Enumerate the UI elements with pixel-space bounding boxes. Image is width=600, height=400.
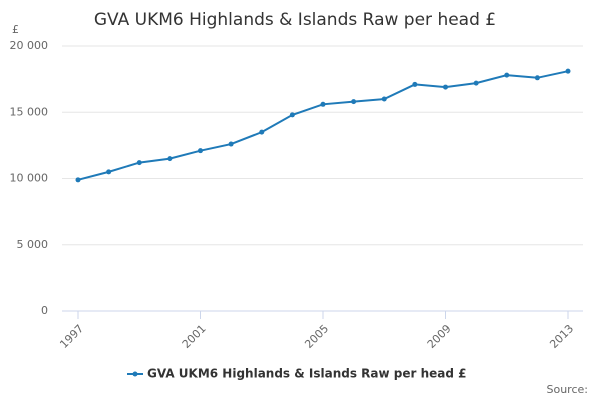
marker xyxy=(75,177,81,183)
marker xyxy=(381,96,387,102)
y-tick-label: 20 000 xyxy=(10,39,49,52)
marker xyxy=(412,81,418,87)
x-tick-label: 2009 xyxy=(425,322,454,351)
source: Source: xyxy=(547,383,589,396)
legend-marker xyxy=(132,371,138,377)
marker xyxy=(504,72,510,78)
y-unit: £ xyxy=(12,23,19,36)
line xyxy=(77,70,569,181)
x-tick-label: 2013 xyxy=(547,322,576,351)
legend: GVA UKM6 Highlands & Islands Raw per hea… xyxy=(147,367,467,381)
marker xyxy=(106,169,112,175)
y-tick-label: 10 000 xyxy=(10,172,49,185)
marker xyxy=(198,148,203,154)
x-tick-label: 2001 xyxy=(180,322,209,351)
marker xyxy=(351,99,357,105)
y-tick-label: 0 xyxy=(41,304,48,317)
marker xyxy=(228,141,234,147)
marker xyxy=(289,112,295,118)
marker xyxy=(534,75,540,81)
y-tick-label: 15 000 xyxy=(10,105,49,118)
chart-title: GVA UKM6 Highlands & Islands Raw per hea… xyxy=(94,10,496,30)
x-tick-label: 2005 xyxy=(302,322,331,351)
marker xyxy=(320,101,326,107)
marker xyxy=(473,80,479,86)
marker xyxy=(136,160,142,166)
marker xyxy=(565,68,571,74)
marker xyxy=(259,129,265,135)
y-tick-label: 5 000 xyxy=(17,238,49,251)
marker xyxy=(167,156,173,162)
x-tick-label: 1997 xyxy=(57,322,86,351)
marker xyxy=(443,84,448,90)
